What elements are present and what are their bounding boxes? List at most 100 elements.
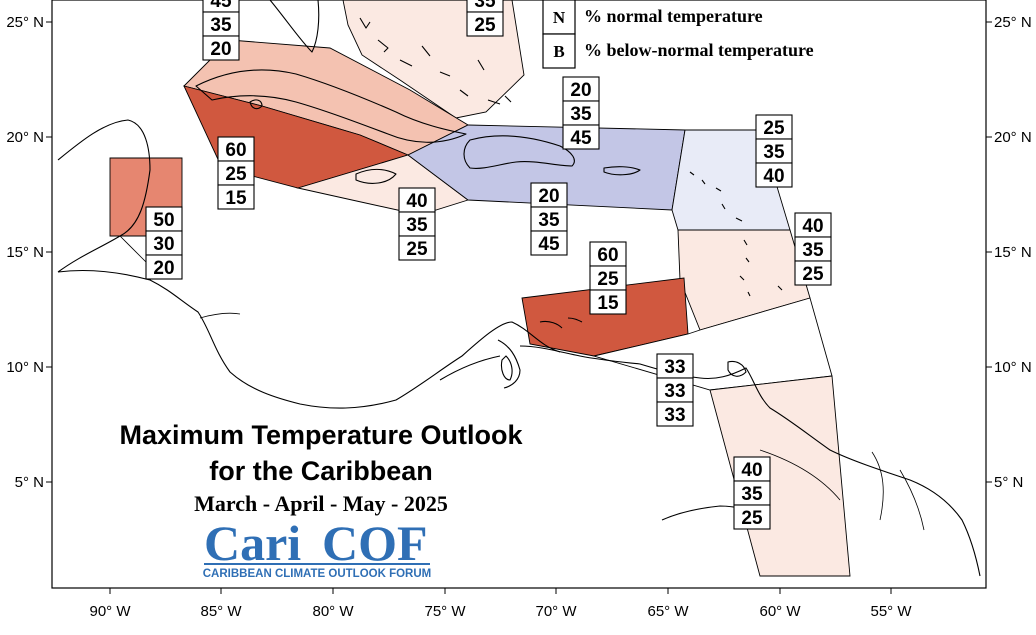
logo-rule bbox=[204, 563, 430, 565]
probability-value: 33 bbox=[664, 405, 685, 426]
probability-value: 35 bbox=[406, 215, 428, 236]
probability-cell bbox=[398, 235, 436, 261]
probability-value: 50 bbox=[153, 210, 174, 231]
probability-value: 40 bbox=[406, 191, 427, 212]
probability-value: 60 bbox=[225, 140, 246, 161]
probability-value: 35 bbox=[802, 240, 824, 261]
probability-value: 25 bbox=[741, 508, 763, 529]
probability-value: 20 bbox=[153, 258, 174, 279]
y-tick-label-left: 15° N bbox=[6, 244, 44, 261]
y-tick-label-left: 25° N bbox=[6, 14, 44, 31]
y-tick-label-right: 5° N bbox=[994, 474, 1023, 491]
probability-cell bbox=[794, 260, 832, 286]
probability-box: 60 25 15 bbox=[217, 136, 255, 210]
map-title: Maximum Temperature Outlook for the Cari… bbox=[119, 420, 523, 516]
x-tick-label: 80° W bbox=[312, 603, 354, 620]
probability-box: 20 35 45 bbox=[562, 76, 600, 150]
probability-cell bbox=[562, 100, 600, 126]
probability-value: 40 bbox=[741, 460, 762, 481]
probability-cell bbox=[217, 184, 255, 210]
probability-cell bbox=[656, 377, 694, 403]
probability-value: 35 bbox=[474, 0, 496, 12]
probability-value: 45 bbox=[210, 0, 232, 12]
probability-cell bbox=[562, 124, 600, 150]
coastlines bbox=[57, 0, 981, 577]
probability-value: 25 bbox=[597, 269, 619, 290]
title-line-2: for the Caribbean bbox=[209, 456, 433, 486]
probability-box: 20 35 45 bbox=[530, 182, 568, 256]
probability-value: 45 bbox=[570, 128, 592, 149]
x-tick-label: 65° W bbox=[647, 603, 689, 620]
probability-cell bbox=[466, 11, 504, 37]
probability-value: 33 bbox=[664, 381, 685, 402]
probability-value: 25 bbox=[474, 15, 496, 36]
probability-cell bbox=[562, 76, 600, 102]
legend-label-normal: % normal temperature bbox=[584, 6, 763, 26]
legend-letter-b: B bbox=[553, 42, 564, 61]
probability-value: 15 bbox=[597, 293, 619, 314]
probability-value: 20 bbox=[570, 80, 591, 101]
legend-letter-n: N bbox=[553, 8, 566, 27]
season-label: March - April - May - 2025 bbox=[194, 491, 448, 516]
probability-cell bbox=[794, 212, 832, 238]
legend-label-below: % below-normal temperature bbox=[584, 40, 814, 60]
y-axis-ticks: 25° N 25° N 20° N 20° N 15° N 15° N 10° N 10° N… bbox=[6, 14, 1031, 491]
y-tick-label-left: 20° N bbox=[6, 129, 44, 146]
probability-value: 40 bbox=[763, 166, 784, 187]
probability-value: 25 bbox=[225, 164, 247, 185]
probability-cell bbox=[398, 211, 436, 237]
probability-cell bbox=[755, 114, 793, 140]
probability-cell bbox=[530, 182, 568, 208]
logo-caption: CARIBBEAN CLIMATE OUTLOOK FORUM bbox=[203, 568, 432, 580]
probability-value: 40 bbox=[802, 216, 823, 237]
x-tick-label: 85° W bbox=[200, 603, 242, 620]
legend: N % normal temperature B % below-normal … bbox=[542, 0, 814, 69]
map-frame: 90° W 85° W 80° W 75° W 70° W 65° W 60° W 55° W… bbox=[6, 0, 1032, 620]
x-axis-ticks: 90° W 85° W 80° W 75° W 70° W 65° W 60° W 55° W bbox=[89, 588, 912, 620]
probability-value: 25 bbox=[802, 264, 824, 285]
probability-box: 50 30 20 bbox=[145, 206, 183, 280]
y-tick-label-right: 15° N bbox=[994, 244, 1032, 261]
probability-cell bbox=[530, 230, 568, 256]
title-line-1: Maximum Temperature Outlook bbox=[119, 420, 523, 450]
probability-box: 40 35 25 bbox=[794, 212, 832, 286]
zone-guianas bbox=[709, 375, 851, 577]
probability-cell bbox=[733, 504, 771, 530]
x-tick-label: 55° W bbox=[870, 603, 912, 620]
x-tick-label: 60° W bbox=[759, 603, 801, 620]
logo-wordmark-a: Cari bbox=[204, 515, 301, 571]
y-tick-label-left: 10° N bbox=[6, 359, 44, 376]
probability-cell bbox=[145, 254, 183, 280]
probability-cell bbox=[145, 230, 183, 256]
probability-value: 35 bbox=[538, 210, 560, 231]
probability-box: 40 35 25 bbox=[398, 187, 436, 261]
caricof-logo: Cari COF CARIBBEAN CLIMATE OUTLOOK FORUM bbox=[203, 515, 432, 580]
probability-value: 60 bbox=[597, 245, 618, 266]
probability-box: 40 35 25 bbox=[733, 456, 771, 530]
probability-cell bbox=[656, 401, 694, 427]
probability-cell bbox=[656, 353, 694, 379]
probability-value: 35 bbox=[210, 15, 232, 36]
probability-value: 35 bbox=[570, 104, 592, 125]
logo-wordmark-b: COF bbox=[322, 515, 428, 571]
probability-cell bbox=[589, 265, 627, 291]
x-tick-label: 75° W bbox=[424, 603, 466, 620]
probability-cell bbox=[755, 162, 793, 188]
probability-value: 20 bbox=[210, 39, 231, 60]
probability-cell bbox=[145, 206, 183, 232]
probability-cell bbox=[589, 289, 627, 315]
x-tick-label: 90° W bbox=[89, 603, 131, 620]
probability-value: 15 bbox=[225, 188, 247, 209]
probability-value: 25 bbox=[763, 118, 785, 139]
probability-cell bbox=[202, 35, 240, 61]
probability-cell bbox=[794, 236, 832, 262]
probability-cell bbox=[733, 456, 771, 482]
legend-box-n bbox=[542, 0, 576, 35]
probability-labels: 3525453520602515503020403525203545203545… bbox=[145, 0, 832, 530]
probability-box: 60 25 15 bbox=[589, 241, 627, 315]
probability-value: 30 bbox=[153, 234, 174, 255]
probability-box: 33 33 33 bbox=[656, 353, 694, 427]
probability-cell bbox=[217, 136, 255, 162]
